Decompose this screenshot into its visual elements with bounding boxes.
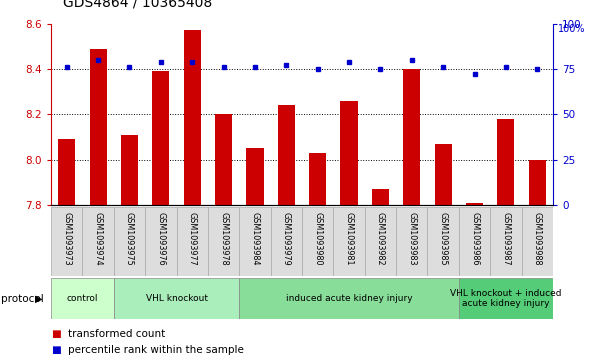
Text: GSM1093973: GSM1093973 [63, 212, 72, 266]
Bar [403, 69, 421, 205]
Bar [466, 203, 483, 205]
Bar [177, 207, 208, 276]
Text: ▶: ▶ [35, 294, 42, 303]
Bar [522, 207, 553, 276]
Text: GSM1093983: GSM1093983 [407, 212, 416, 266]
Bar [239, 278, 459, 319]
Bar [529, 160, 546, 205]
Text: GSM1093987: GSM1093987 [501, 212, 510, 266]
Bar [114, 278, 239, 319]
Bar [183, 30, 201, 205]
Bar [121, 135, 138, 205]
Bar [270, 207, 302, 276]
Text: GSM1093978: GSM1093978 [219, 212, 228, 266]
Bar [239, 207, 270, 276]
Text: GSM1093981: GSM1093981 [344, 212, 353, 266]
Text: GSM1093984: GSM1093984 [251, 212, 260, 266]
Text: GDS4864 / 10365408: GDS4864 / 10365408 [63, 0, 212, 9]
Bar [82, 207, 114, 276]
Bar [51, 278, 114, 319]
Bar [340, 101, 358, 205]
Text: GSM1093986: GSM1093986 [470, 212, 479, 266]
Bar [309, 153, 326, 205]
Bar [90, 49, 107, 205]
Bar [145, 207, 177, 276]
Text: ■: ■ [51, 329, 61, 339]
Bar [459, 207, 490, 276]
Bar [246, 148, 264, 205]
Text: GSM1093985: GSM1093985 [439, 212, 448, 266]
Bar [152, 71, 169, 205]
Text: protocol: protocol [1, 294, 44, 303]
Text: transformed count: transformed count [68, 329, 165, 339]
Bar [490, 207, 522, 276]
Text: GSM1093982: GSM1093982 [376, 212, 385, 266]
Text: GSM1093975: GSM1093975 [125, 212, 134, 266]
Text: GSM1093976: GSM1093976 [156, 212, 165, 266]
Bar [396, 207, 427, 276]
Bar [215, 114, 232, 205]
Text: GSM1093974: GSM1093974 [94, 212, 103, 266]
Bar [208, 207, 239, 276]
Text: induced acute kidney injury: induced acute kidney injury [285, 294, 412, 303]
Text: percentile rank within the sample: percentile rank within the sample [68, 345, 244, 355]
Text: 100%: 100% [558, 24, 585, 34]
Text: GSM1093979: GSM1093979 [282, 212, 291, 266]
Bar [334, 207, 365, 276]
Text: VHL knockout: VHL knockout [145, 294, 207, 303]
Text: control: control [67, 294, 98, 303]
Bar [302, 207, 334, 276]
Text: GSM1093988: GSM1093988 [532, 212, 542, 266]
Bar [435, 144, 452, 205]
Bar [459, 278, 553, 319]
Bar [58, 139, 75, 205]
Bar [114, 207, 145, 276]
Bar [278, 105, 295, 205]
Bar [372, 189, 389, 205]
Bar [427, 207, 459, 276]
Text: ■: ■ [51, 345, 61, 355]
Bar [51, 207, 82, 276]
Bar [497, 119, 514, 205]
Text: GSM1093980: GSM1093980 [313, 212, 322, 266]
Bar [365, 207, 396, 276]
Text: GSM1093977: GSM1093977 [188, 212, 197, 266]
Text: VHL knockout + induced
acute kidney injury: VHL knockout + induced acute kidney inju… [450, 289, 561, 308]
